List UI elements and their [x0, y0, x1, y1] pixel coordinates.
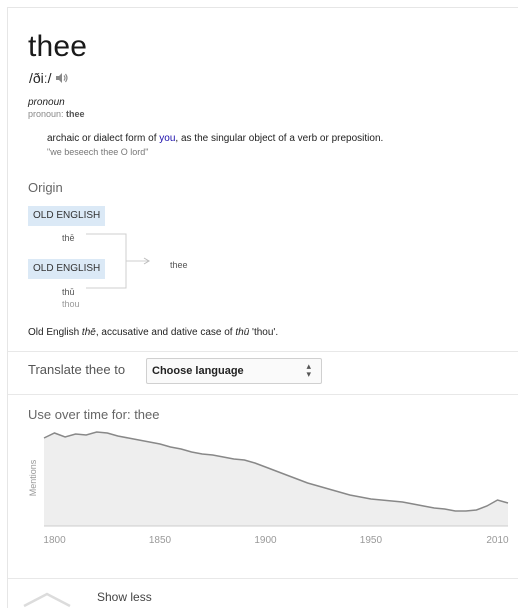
origin-tag-old-english-1: OLD ENGLISH: [28, 206, 106, 226]
translate-label: Translate thee to: [28, 362, 126, 377]
definition-link-you[interactable]: you: [159, 133, 176, 144]
usage-chart: 1800 1850 1900 1950 2010 Mentions: [28, 431, 509, 546]
select-arrows-icon: ▴ ▾: [306, 361, 311, 379]
origin-word-thee: thee: [170, 260, 188, 270]
language-select[interactable]: Choose language ▴ ▾: [146, 358, 322, 384]
usage-series-line: [43, 431, 509, 512]
part-of-speech-line: pronoun: thee: [28, 109, 85, 119]
y-axis-label: Mentions: [28, 459, 38, 496]
language-select-value: Choose language: [152, 365, 244, 377]
headword: thee: [28, 30, 88, 63]
show-less-button[interactable]: Show less: [97, 590, 152, 604]
divider: [8, 578, 518, 579]
definition-after: , as the singular object of a verb or pr…: [175, 133, 384, 144]
origin-word-the: thē: [62, 233, 75, 243]
pronunciation-text: /ðiː/: [29, 70, 52, 86]
definition: archaic or dialect form of you, as the s…: [47, 133, 383, 144]
pos-label: pronoun:: [28, 109, 64, 119]
divider: [8, 351, 518, 352]
example-sentence: "we beseech thee O lord": [47, 147, 149, 157]
etym-word2: thū: [235, 327, 250, 338]
part-of-speech: pronoun: [28, 97, 65, 108]
etym-suffix: 'thou'.: [249, 327, 279, 338]
dictionary-card: thee /ðiː/ pronoun pronoun: thee archaic…: [7, 7, 518, 608]
etym-middle: , accusative and dative case of: [95, 327, 236, 338]
etym-prefix: Old English: [28, 327, 82, 338]
chevron-up-icon[interactable]: [22, 588, 72, 608]
speaker-icon[interactable]: [55, 72, 69, 84]
pronunciation-row: /ðiː/: [29, 70, 69, 86]
pos-word: thee: [66, 109, 85, 119]
etym-word: thē: [81, 327, 96, 338]
origin-word-thu: thū: [62, 287, 75, 297]
origin-tag-old-english-2: OLD ENGLISH: [28, 259, 106, 279]
x-tick-label: 1800: [43, 535, 66, 546]
divider: [8, 394, 518, 395]
x-tick-label: 1850: [149, 535, 172, 546]
x-tick-label: 2010: [486, 535, 509, 546]
x-tick-label: 1900: [254, 535, 277, 546]
origin-word-thou: thou: [62, 299, 80, 309]
usage-title: Use over time for: thee: [28, 407, 160, 422]
x-tick-label: 1950: [360, 535, 383, 546]
origin-tree-lines: [86, 233, 150, 289]
origin-title: Origin: [28, 180, 63, 195]
definition-before: archaic or dialect form of: [47, 133, 160, 144]
etymology-text: Old English thē, accusative and dative c…: [28, 327, 278, 338]
usage-area: [44, 432, 508, 526]
